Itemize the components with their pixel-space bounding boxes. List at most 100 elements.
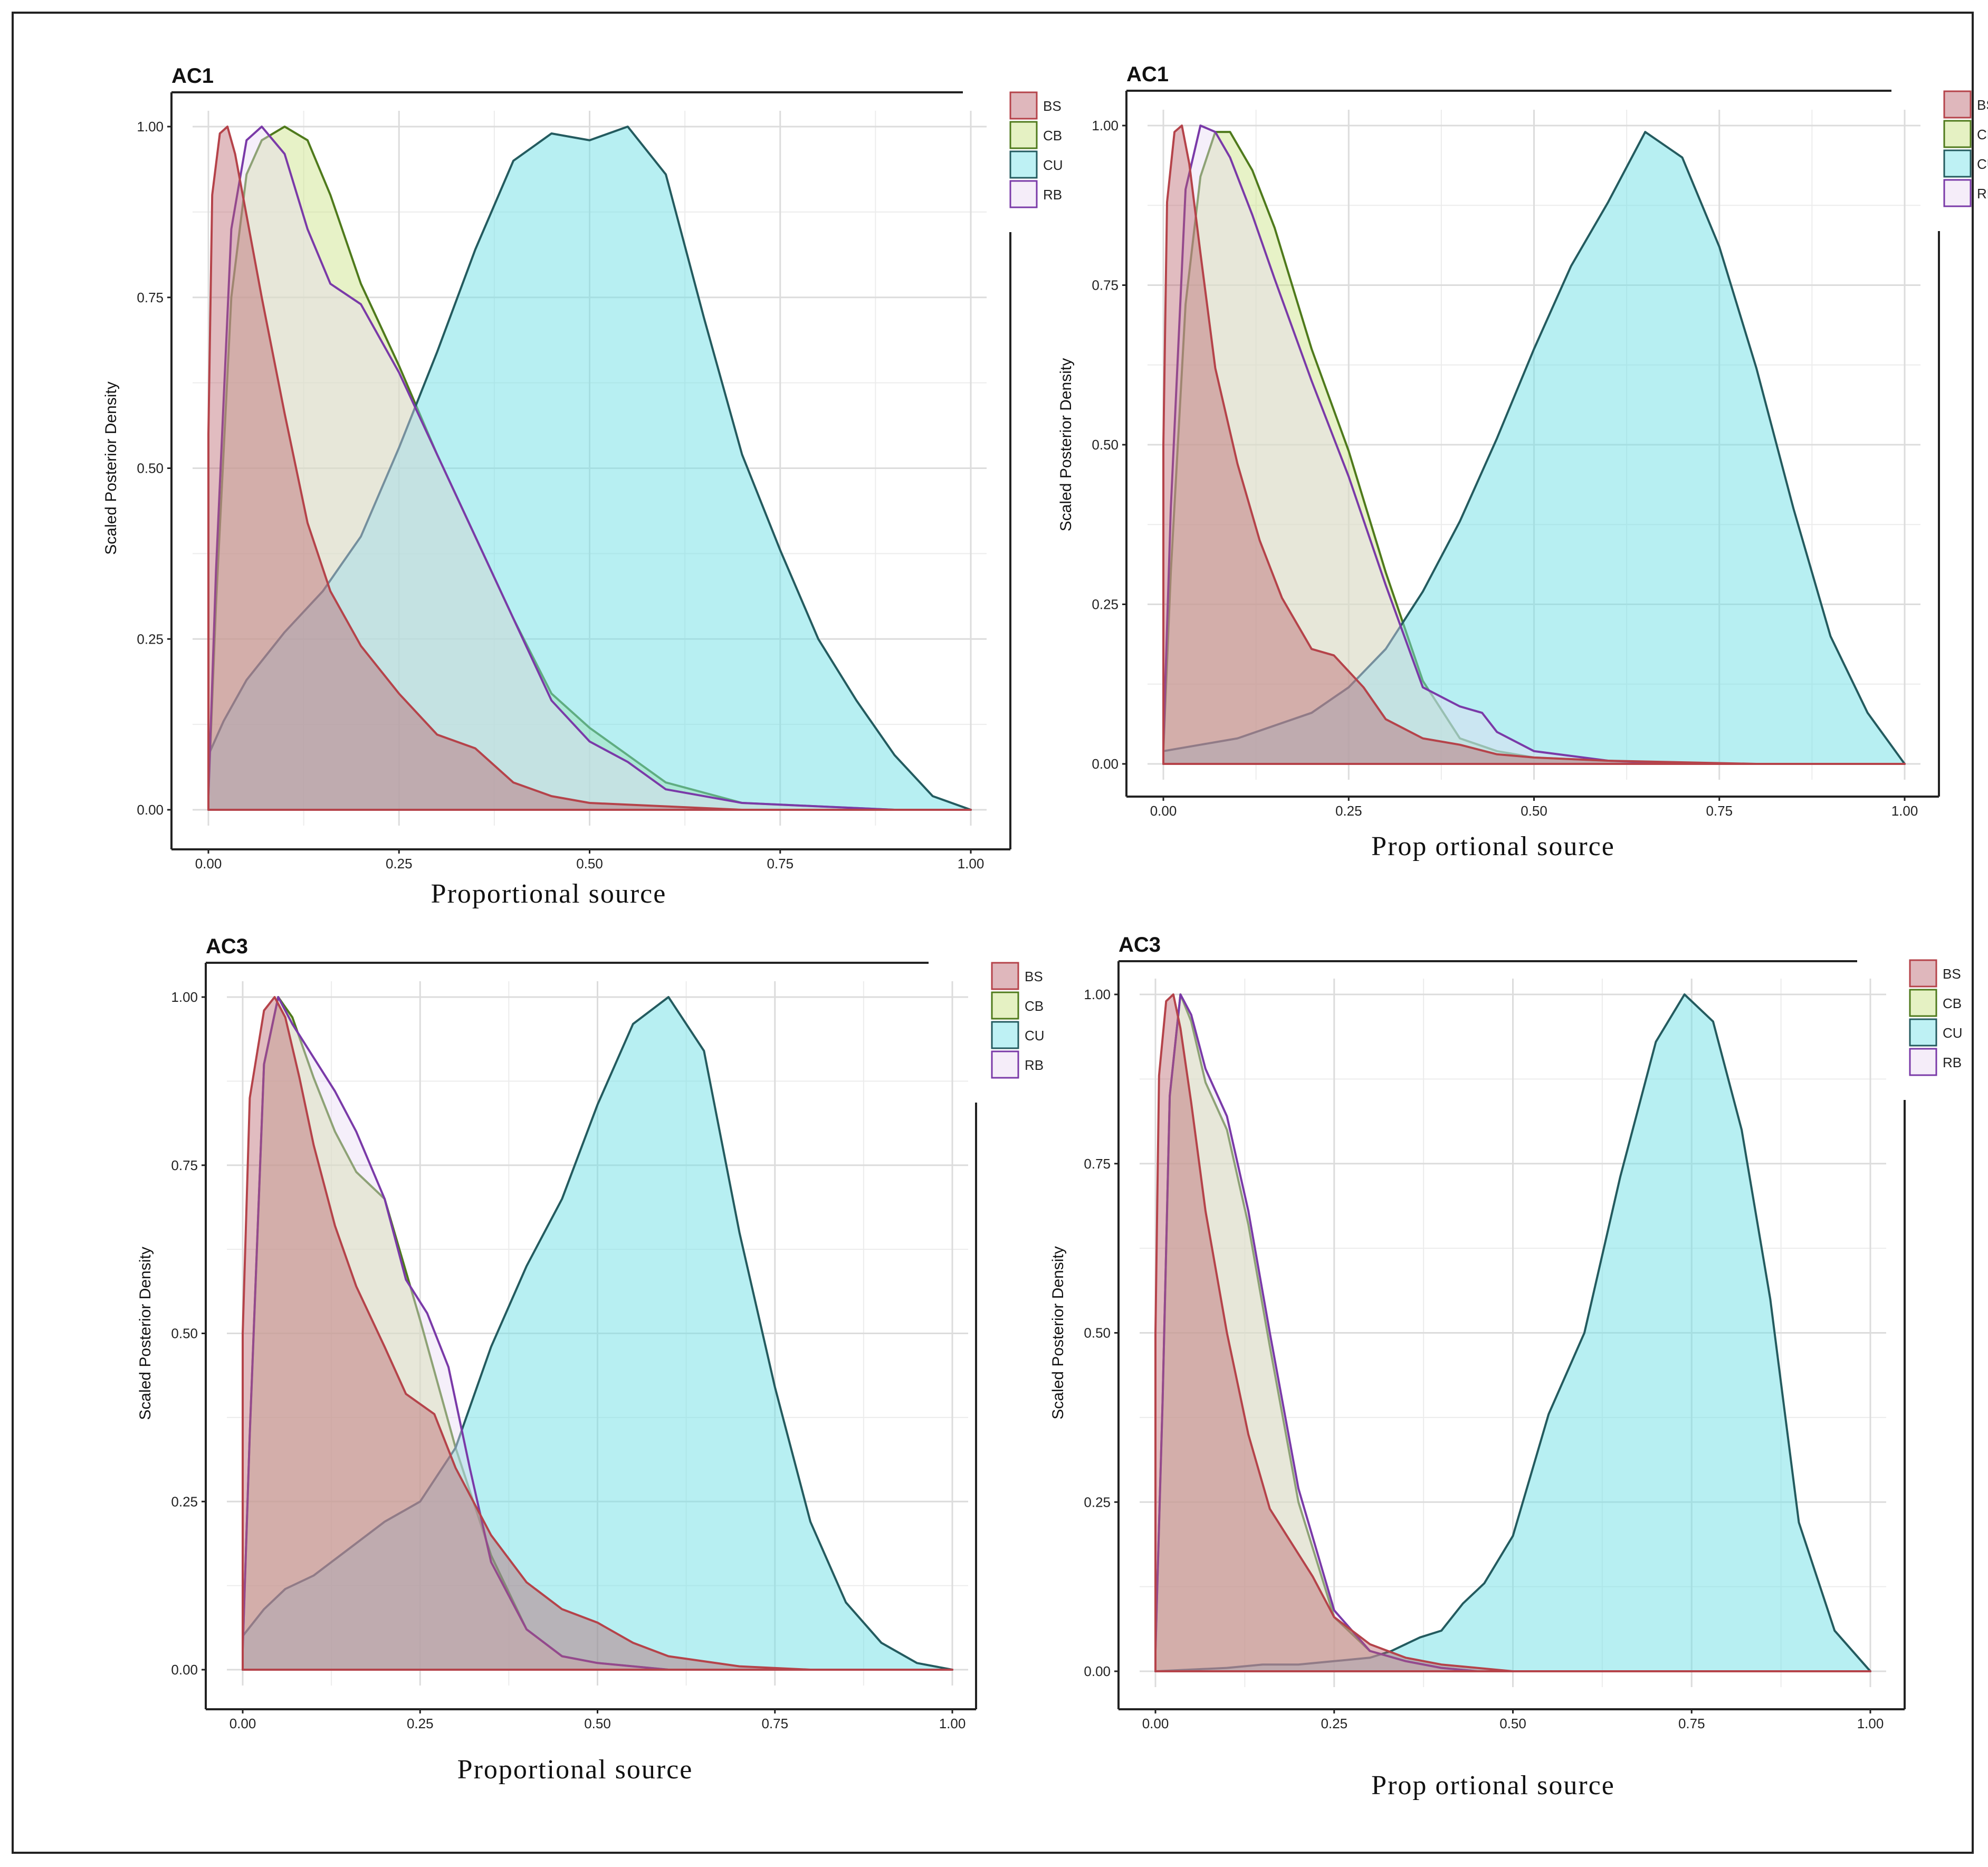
- y-tick-label: 0.00: [137, 802, 164, 818]
- legend-label-cb: CB: [1977, 127, 1988, 142]
- legend-swatch-cb: [1009, 121, 1038, 149]
- y-tick-label: 0.00: [1092, 756, 1119, 772]
- y-tick-label: 1.00: [137, 119, 164, 135]
- legend-label-rb: RB: [1043, 187, 1062, 203]
- chart-title: AC1: [1126, 63, 1169, 86]
- panel-bottom-right: AC3 0.00 0.25 0.50 0.75 1.00 0.00 0.25 0.50 0.75 1…: [1039, 918, 1963, 1804]
- x-axis-label: Proportional source: [431, 879, 667, 909]
- y-tick-label: 0.50: [171, 1326, 198, 1342]
- x-tick-label: 0.00: [195, 856, 222, 872]
- y-tick-label: 0.50: [137, 461, 164, 476]
- x-tick-label: 0.50: [1499, 1716, 1526, 1731]
- legend-label-bs: BS: [1943, 966, 1961, 982]
- density-area-bs: [1154, 993, 1871, 1672]
- x-tick-label: 1.00: [1857, 1716, 1884, 1731]
- legend-label-bs: BS: [1025, 969, 1043, 984]
- y-tick-label: 0.00: [1084, 1663, 1111, 1679]
- legend-label-bs: BS: [1043, 98, 1062, 114]
- y-tick-label: 1.00: [1092, 118, 1119, 133]
- x-tick-label: 0.50: [1521, 803, 1547, 819]
- legend-swatch-cu: [1909, 1018, 1937, 1047]
- legend-label-rb: RB: [1943, 1055, 1962, 1070]
- chart-bottom-right: AC3 0.00 0.25 0.50 0.75 1.00 0.00 0.25 0.50 0.75 1…: [1049, 933, 1963, 1731]
- y-tick-label: 0.50: [1084, 1325, 1111, 1341]
- y-tick-label: 0.25: [137, 631, 164, 647]
- legend-swatch-bs: [1943, 90, 1972, 119]
- legend-swatch-rb: [1909, 1048, 1937, 1076]
- x-tick-label: 0.75: [1678, 1716, 1705, 1731]
- legend-swatch-rb: [1009, 180, 1038, 208]
- x-axis-label: Prop ortional source: [1371, 831, 1615, 861]
- legend-swatch-cb: [1943, 120, 1972, 148]
- density-area-cu: [1162, 131, 1906, 765]
- x-axis-label: Prop ortional source: [1371, 1770, 1615, 1801]
- chart-bottom-left: AC3 0.00 0.25 0.50 0.75 1.00 0.00 0.25 0.50 0.75 1…: [137, 935, 1045, 1731]
- legend-label-rb: RB: [1025, 1057, 1044, 1073]
- density-area-cu: [1154, 993, 1871, 1672]
- x-tick-label: 0.50: [576, 856, 603, 872]
- x-tick-label: 0.75: [767, 856, 794, 872]
- x-tick-label: 0.25: [407, 1716, 434, 1731]
- density-area-bs: [242, 996, 953, 1671]
- chart-top-left: AC1 0.00 0.25 0.50 0.75 1.00 0.00 0.25 0.50 0.75 1…: [102, 64, 1063, 872]
- x-axis-label: Proportional source: [457, 1755, 693, 1785]
- density-area-rb: [207, 126, 972, 811]
- legend-swatch-cu: [1009, 150, 1038, 179]
- chart-title: AC3: [206, 935, 248, 958]
- x-tick-label: 0.75: [761, 1716, 788, 1731]
- x-tick-label: 0.75: [1706, 803, 1733, 819]
- legend-label-bs: BS: [1977, 97, 1988, 113]
- y-axis-label: Scaled Posterior Density: [137, 1247, 154, 1420]
- panel-bottom-left: AC3 0.00 0.25 0.50 0.75 1.00 0.00 0.25 0.50 0.75 1…: [116, 918, 1045, 1785]
- y-tick-label: 0.25: [1084, 1494, 1111, 1510]
- x-tick-label: 0.50: [584, 1716, 611, 1731]
- panel-top-left: AC1 0.00 0.25 0.50 0.75 1.00 0.00 0.25 0.50 0.75 1…: [79, 47, 1063, 934]
- legend-swatch-cb: [991, 991, 1019, 1020]
- legend-swatch-bs: [1909, 959, 1937, 988]
- chart-title: AC3: [1119, 933, 1161, 956]
- x-tick-label: 0.25: [386, 856, 413, 872]
- x-tick-label: 0.00: [1150, 803, 1177, 819]
- legend-label-cu: CU: [1043, 157, 1063, 173]
- x-tick-label: 1.00: [958, 856, 985, 872]
- y-axis-label: Scaled Posterior Density: [1049, 1246, 1067, 1419]
- y-axis-label: Scaled Posterior Density: [102, 381, 120, 554]
- y-tick-label: 1.00: [1084, 987, 1111, 1002]
- legend-swatch-bs: [1009, 91, 1038, 120]
- density-area-bs: [207, 126, 972, 811]
- legend-swatch-rb: [991, 1050, 1019, 1079]
- y-tick-label: 0.75: [1084, 1156, 1111, 1172]
- y-axis-label: Scaled Posterior Density: [1057, 358, 1075, 531]
- x-tick-label: 1.00: [1891, 803, 1918, 819]
- legend-swatch-rb: [1943, 179, 1972, 207]
- legend-swatch-cu: [991, 1021, 1019, 1049]
- x-tick-label: 1.00: [939, 1716, 966, 1731]
- y-tick-label: 0.75: [171, 1157, 198, 1173]
- x-tick-label: 0.25: [1321, 1716, 1347, 1731]
- x-tick-label: 0.25: [1335, 803, 1362, 819]
- legend-label-cu: CU: [1977, 156, 1988, 172]
- panel-top-right: AC1 0.00 0.25 0.50 0.75 1.00 0.00 0.25 0.50 0.75 1…: [1039, 47, 1988, 892]
- legend-swatch-cb: [1909, 989, 1937, 1017]
- density-area-rb: [242, 996, 953, 1671]
- density-area-bs: [1162, 125, 1906, 765]
- x-tick-label: 0.00: [230, 1716, 256, 1731]
- x-tick-label: 0.00: [1142, 1716, 1169, 1731]
- legend-label-cu: CU: [1025, 1028, 1045, 1043]
- legend-swatch-cu: [1943, 149, 1972, 178]
- y-tick-label: 0.75: [1092, 277, 1119, 293]
- y-tick-label: 0.75: [137, 290, 164, 305]
- y-tick-label: 0.00: [171, 1662, 198, 1678]
- legend-label-cb: CB: [1943, 995, 1962, 1011]
- y-tick-label: 0.25: [171, 1493, 198, 1509]
- density-area-cu: [207, 126, 972, 811]
- y-tick-label: 1.00: [171, 989, 198, 1005]
- density-area-cu: [242, 996, 953, 1671]
- legend-label-cu: CU: [1943, 1025, 1963, 1041]
- y-tick-label: 0.25: [1092, 597, 1119, 612]
- chart-top-right: AC1 0.00 0.25 0.50 0.75 1.00 0.00 0.25 0.50 0.75 1…: [1057, 63, 1988, 819]
- chart-title: AC1: [171, 64, 214, 88]
- legend-label-cb: CB: [1043, 128, 1062, 143]
- legend-label-rb: RB: [1977, 186, 1988, 202]
- legend-label-cb: CB: [1025, 998, 1044, 1014]
